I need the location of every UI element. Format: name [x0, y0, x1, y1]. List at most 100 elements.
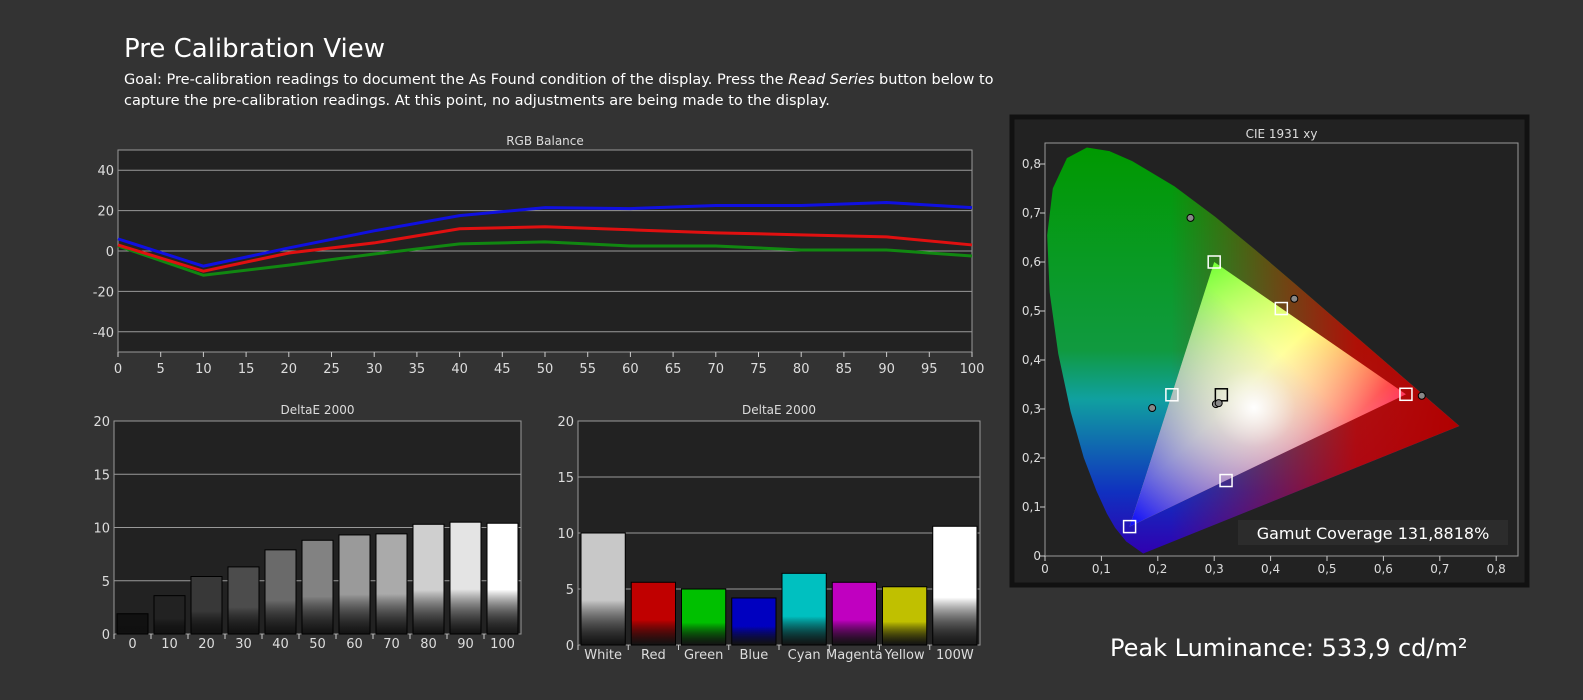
x-tick-label: 0 — [114, 362, 122, 377]
y-tick-label: 5 — [566, 583, 574, 598]
x-tick-label: 55 — [579, 362, 596, 377]
series-line-blue — [117, 201, 973, 268]
y-tick-label: 20 — [557, 415, 574, 430]
x-tick-label: 70 — [383, 637, 400, 652]
target-marker — [1122, 519, 1137, 534]
y-tick-label: 0,2 — [1022, 451, 1041, 465]
x-tick-label: 40 — [451, 362, 468, 377]
x-tick-label: 95 — [921, 362, 938, 377]
x-tick-label: 15 — [238, 362, 255, 377]
gamut-coverage-box — [1238, 520, 1508, 545]
y-tick-label: 0,5 — [1022, 304, 1041, 318]
goal-text-line1: Goal: Pre-calibration readings to docume… — [124, 72, 994, 88]
gamut-coverage: Gamut Coverage 131,8818% — [1257, 524, 1490, 543]
cie-1931-chart: CIE 1931 xy 0 0,1 0,2 0,3 0,4 0,5 0,6 0,7 0,8 0 0,1… — [1009, 114, 1530, 588]
rgb-balance-chart: RGB Balance -40 -20 0 20 40 0 5 10 15 20 25 30 35 40 45… — [93, 134, 985, 377]
y-tick-label: 0 — [566, 639, 574, 654]
x-tick-label: 75 — [750, 362, 767, 377]
x-tick-label: Yellow — [884, 648, 925, 663]
x-tick-label: Green — [684, 648, 723, 663]
x-tick-label: 40 — [272, 637, 289, 652]
x-tick-label: 50 — [537, 362, 554, 377]
x-tick-label: Blue — [739, 648, 768, 663]
measured-point — [1290, 294, 1299, 303]
x-tick-label: 80 — [420, 637, 437, 652]
target-marker — [1207, 255, 1221, 269]
x-tick-label: 5 — [157, 362, 165, 377]
series-line-red — [117, 225, 973, 273]
goal-text-line2: capture the pre-calibration readings. At… — [124, 93, 830, 109]
chart-title: RGB Balance — [506, 134, 584, 148]
x-tick-label: 25 — [323, 362, 340, 377]
x-tick-label: 20 — [281, 362, 298, 377]
x-tick-label: 30 — [366, 362, 383, 377]
x-tick-label: 0,4 — [1261, 562, 1280, 576]
y-tick-label: 40 — [97, 164, 114, 179]
deltae-colors-chart: DeltaE 2000 0 5 10 15 20 White Red Green Blue Cyan… — [557, 403, 981, 663]
bar-40 — [264, 549, 297, 635]
bar-90 — [449, 521, 482, 635]
x-tick-label: 50 — [309, 637, 326, 652]
x-tick-label: 0,7 — [1430, 562, 1449, 576]
x-tick-label: 30 — [235, 637, 252, 652]
y-tick-label: 0,8 — [1022, 157, 1041, 171]
x-tick-label: 90 — [878, 362, 895, 377]
y-tick-label: -20 — [93, 285, 114, 300]
read-series-emphasis: Read Series — [788, 72, 875, 88]
x-tick-label: 10 — [195, 362, 212, 377]
x-tick-label: 0 — [1041, 562, 1049, 576]
x-tick-label: 0,1 — [1092, 562, 1111, 576]
x-tick-label: 100 — [490, 637, 515, 652]
y-tick-label: 0 — [102, 628, 110, 643]
target-marker — [1219, 473, 1233, 488]
x-tick-label: 80 — [793, 362, 810, 377]
y-tick-label: 0 — [106, 245, 114, 260]
x-tick-label: 45 — [494, 362, 511, 377]
x-tick-label: White — [584, 648, 622, 663]
measured-point — [1148, 404, 1157, 413]
bar-100w — [932, 525, 978, 646]
bar-70 — [375, 533, 408, 635]
chart-title: CIE 1931 xy — [1246, 127, 1318, 141]
x-tick-label: 90 — [457, 637, 474, 652]
x-tick-label: 0 — [128, 637, 136, 652]
page-title: Pre Calibration View — [124, 34, 386, 64]
x-tick-label: 60 — [622, 362, 639, 377]
x-tick-label: 35 — [409, 362, 426, 377]
y-tick-label: 20 — [93, 415, 110, 430]
bar-100 — [486, 522, 519, 635]
x-tick-label: 0,5 — [1317, 562, 1336, 576]
bar-blue — [731, 597, 777, 646]
x-tick-label: 65 — [665, 362, 682, 377]
y-tick-label: 5 — [102, 575, 110, 590]
bar-yellow — [882, 586, 928, 646]
y-tick-label: 10 — [93, 522, 110, 537]
x-tick-label: 100W — [936, 648, 974, 663]
bar-30 — [227, 566, 260, 635]
chart-title: DeltaE 2000 — [742, 403, 816, 417]
y-tick-label: 0,1 — [1022, 500, 1041, 514]
y-tick-label: 0,6 — [1022, 255, 1041, 269]
peak-luminance: Peak Luminance: 533,9 cd/m² — [1110, 634, 1468, 662]
y-tick-label: 0,4 — [1022, 353, 1041, 367]
bar-80 — [412, 523, 445, 635]
x-tick-label: 60 — [346, 637, 363, 652]
bar-10 — [153, 595, 186, 635]
y-tick-label: 15 — [557, 471, 574, 486]
x-tick-label: 85 — [836, 362, 853, 377]
x-tick-label: Magenta — [826, 648, 883, 663]
bar-magenta — [831, 581, 877, 646]
x-tick-label: 100 — [960, 362, 985, 377]
bar-50 — [301, 539, 334, 635]
chart-title: DeltaE 2000 — [281, 403, 355, 417]
bar-0 — [116, 613, 149, 635]
gamut-triangle-white — [1129, 262, 1406, 527]
bar-60 — [338, 534, 371, 635]
y-tick-label: 15 — [93, 468, 110, 483]
y-tick-label: 0 — [1033, 549, 1041, 563]
bar-white — [580, 532, 626, 646]
y-tick-label: 0,7 — [1022, 206, 1041, 220]
y-tick-label: 10 — [557, 527, 574, 542]
measured-point — [1186, 213, 1195, 222]
series-line-green — [117, 240, 973, 277]
